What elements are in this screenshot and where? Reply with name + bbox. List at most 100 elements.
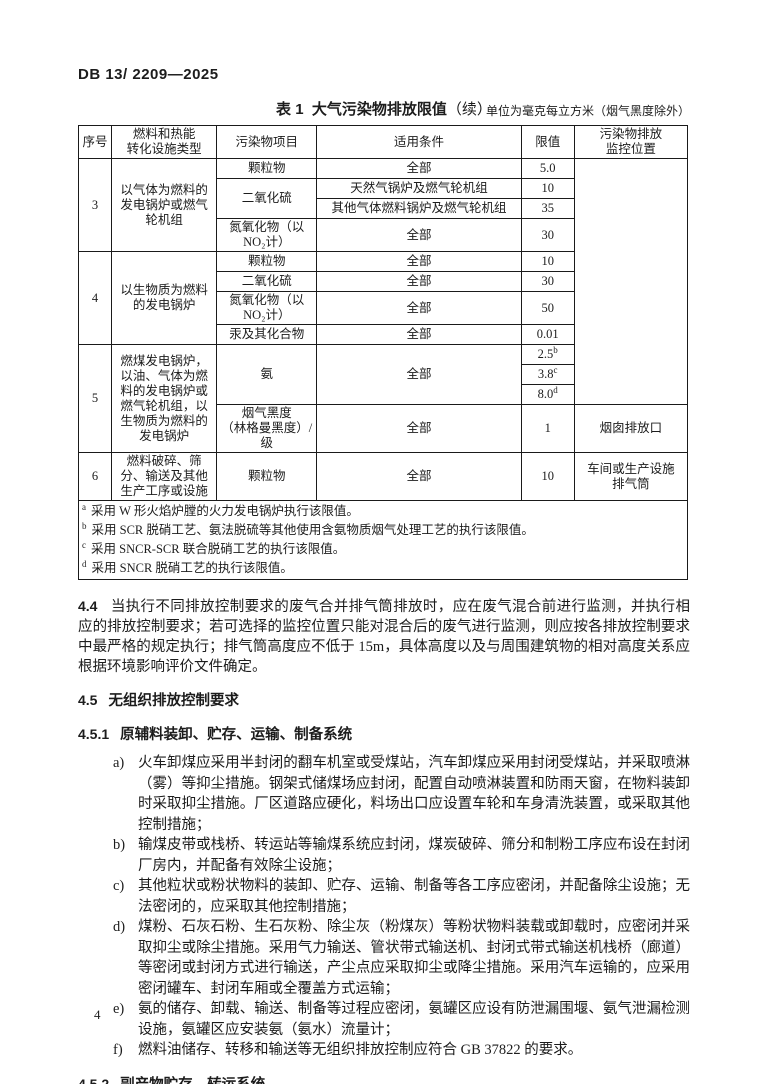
cell-limit: 10: [520, 178, 575, 199]
cell-monitor-merged: [573, 158, 689, 405]
page-content: DB 13/ 2209—2025 表 1 大气污染物排放限值（续） 单位为毫克每…: [77, 0, 690, 1084]
list-marker: e): [113, 1001, 125, 1017]
table-row: 其他气体燃料锅炉及燃气轮机组 35: [79, 198, 688, 219]
list-item-b: b) 输煤皮带或栈桥、转运站等输煤系统应封闭，煤炭破碎、筛分和制粉工序应布设在封…: [78, 835, 690, 876]
col-facility: 燃料和热能 转化设施类型: [111, 125, 218, 159]
cell-condition: 天然气锅炉及燃气轮机组: [316, 178, 522, 199]
table-unit-note: 单位为毫克每立方米（烟气黑度除外）: [485, 104, 690, 118]
table-footnotes: a 采用 W 形火焰炉膛的火力发电锅炉执行该限值。 b 采用 SCR 脱硝工艺、氨法…: [78, 500, 688, 580]
cell-condition: 全部: [316, 344, 522, 405]
section-heading-4-5-1: 4.5.1 原辅料装卸、贮存、运输、制备系统: [78, 724, 690, 745]
cell-limit: 10: [520, 452, 575, 501]
table-row: 6 燃料破碎、筛分、输送及其他生产工序或设施 颗粒物 全部 10 车间或生产设施…: [77, 452, 689, 501]
table-row: 5 燃煤发电锅炉，以油、气体为燃料的发电锅炉或燃气轮机组，以生物质为燃料的发电锅…: [77, 344, 688, 453]
footnote-ref: d: [553, 384, 558, 395]
list-marker: c): [113, 878, 125, 894]
cell-pollutant: 氮氧化物（以 NO₂计）: [216, 291, 318, 325]
list-marker: b): [113, 837, 126, 853]
col-limit: 限值: [520, 125, 575, 159]
cell-limit: 8.0d: [520, 384, 575, 405]
col-condition: 适用条件: [316, 125, 522, 159]
table-title-label: 表 1: [276, 101, 304, 118]
table-row: 氮氧化物（以 NO₂计） 全部 30: [79, 218, 688, 252]
doc-number: DB 13/ 2209—2025: [78, 66, 219, 83]
footnote-marker: a: [82, 501, 86, 512]
table-row: 3 以气体为燃料的发电锅炉或燃气轮机组 颗粒物 全部 5.0: [77, 158, 689, 405]
cell-facility-6: 燃料破碎、筛分、输送及其他生产工序或设施: [111, 452, 218, 501]
cell-limit: 30: [520, 218, 575, 252]
footnote-ref: b: [553, 344, 558, 355]
list-text: 煤粉、石灰石粉、生石灰粉、除尘灰（粉煤灰）等粉状物料装载或卸载时，应密闭并采取抑…: [138, 919, 690, 997]
cell-facility-4: 以生物质为燃料的发电锅炉: [111, 251, 218, 345]
clause-4-4: 4.4 当执行不同排放控制要求的废气合并排气筒排放时，应在废气混合前进行监测，并执…: [78, 596, 690, 677]
clause-number: 4.5.1: [78, 726, 110, 742]
table-footnotes-row: a 采用 W 形火焰炉膛的火力发电锅炉执行该限值。 b 采用 SCR 脱硝工艺、氨法…: [78, 500, 688, 580]
col-pollutant: 污染物项目: [216, 125, 318, 159]
list-item-e: e) 氨的储存、卸载、输送、制备等过程应密闭，氨罐区应设有防泄漏围堰、氨气泄漏检…: [78, 999, 690, 1040]
list-marker: f): [113, 1042, 123, 1058]
clause-4-5-1-list: a) 火车卸煤应采用半封闭的翻车机室或受煤站，汽车卸煤应采用封闭受煤站，并采取喷…: [78, 753, 690, 1061]
page-number: 4: [94, 1007, 101, 1022]
clause-number: 4.5.2: [78, 1075, 110, 1084]
cell-monitor: 车间或生产设施 排气筒: [573, 452, 689, 501]
table-title-text: 大气污染物排放限值: [311, 101, 447, 118]
cell-condition: 全部: [316, 158, 522, 179]
footnote-c: c 采用 SNCR-SCR 联合脱硝工艺的执行该限值。: [82, 539, 346, 556]
emission-limits-table: 序号 燃料和热能 转化设施类型 污染物项目 适用条件 限值 污染物排放 监控位置…: [77, 125, 689, 580]
cell-pollutant: 颗粒物: [216, 452, 318, 501]
cell-limit: 35: [520, 198, 575, 219]
footnote-ref: c: [553, 364, 558, 375]
col-seq: 序号: [77, 125, 113, 159]
cell-monitor: 烟囱排放口: [573, 404, 689, 453]
cell-pollutant: 氨: [216, 344, 318, 405]
cell-limit: 5.0: [520, 158, 575, 179]
table-title-row: 表 1 大气污染物排放限值（续） 单位为毫克每立方米（烟气黑度除外）: [78, 98, 690, 118]
cell-limit: 1: [520, 404, 575, 453]
cell-condition: 全部: [316, 452, 522, 501]
clause-number: 4.5: [78, 692, 98, 708]
list-text: 输煤皮带或栈桥、转运站等输煤系统应封闭，煤炭破碎、筛分和制粉工序应布设在封闭厂房…: [138, 837, 690, 874]
section-title: 无组织排放控制要求: [108, 693, 239, 709]
cell-limit: 2.5b: [520, 344, 575, 365]
cell-pollutant: 烟气黑度 （林格曼黑度）/级: [216, 404, 318, 453]
cell-condition: 全部: [316, 251, 522, 272]
cell-condition: 全部: [316, 271, 522, 292]
table-row: 烟气黑度 （林格曼黑度）/级 全部 1 烟囱排放口: [79, 404, 689, 453]
cell-pollutant: 二氧化硫: [216, 178, 318, 219]
cell-limit: 0.01: [520, 324, 575, 345]
clause-number: 4.4: [78, 598, 98, 614]
cell-limit: 10: [520, 251, 575, 272]
cell-facility-3: 以气体为燃料的发电锅炉或燃气轮机组: [111, 158, 218, 252]
footnote-d: d 采用 SNCR 脱硝工艺的执行该限值。: [82, 558, 293, 575]
list-item-c: c) 其他粒状或粉状物料的装卸、贮存、运输、制备等各工序应密闭，并配备除尘设施；…: [78, 876, 690, 917]
col-monitor: 污染物排放 监控位置: [573, 125, 689, 159]
list-marker: d): [113, 919, 126, 935]
clause-text: 当执行不同排放控制要求的废气合并排气筒排放时，应在废气混合前进行监测，并执行相应…: [78, 599, 690, 675]
cell-condition: 全部: [316, 218, 522, 252]
cell-condition: 全部: [316, 404, 522, 453]
footnote-a: a 采用 W 形火焰炉膛的火力发电锅炉执行该限值。: [82, 501, 359, 518]
footnote-marker: b: [82, 520, 87, 531]
cell-seq-5: 5: [77, 344, 113, 453]
cell-limit: 50: [520, 291, 575, 325]
footnote-marker: c: [82, 539, 86, 550]
section-title: 原辅料装卸、贮存、运输、制备系统: [120, 727, 353, 743]
footnote-marker: d: [82, 558, 87, 569]
table-row: 二氧化硫 天然气锅炉及燃气轮机组 10: [79, 178, 688, 219]
list-marker: a): [113, 755, 125, 771]
cell-pollutant: 氮氧化物（以 NO₂计）: [216, 218, 318, 252]
cell-condition: 全部: [316, 291, 522, 325]
list-item-a: a) 火车卸煤应采用半封闭的翻车机室或受煤站，汽车卸煤应采用封闭受煤站，并采取喷…: [78, 753, 690, 835]
cell-seq-6: 6: [77, 452, 113, 501]
cell-facility-5: 燃煤发电锅炉，以油、气体为燃料的发电锅炉或燃气轮机组，以生物质为燃料的发电锅炉: [111, 344, 218, 453]
cell-limit: 3.8c: [520, 364, 575, 385]
list-text: 氨的储存、卸载、输送、制备等过程应密闭，氨罐区应设有防泄漏围堰、氨气泄漏检测设施…: [138, 1001, 690, 1038]
table-row: 二氧化硫 全部 30: [79, 271, 688, 292]
table-title: 表 1 大气污染物排放限值（续）: [78, 98, 690, 119]
list-item-f: f) 燃料油储存、转移和输送等无组织排放控制应符合 GB 37822 的要求。: [78, 1040, 690, 1061]
table-title-continued: （续）: [446, 102, 492, 118]
cell-condition: 全部: [316, 324, 522, 345]
list-item-d: d) 煤粉、石灰石粉、生石灰粉、除尘灰（粉煤灰）等粉状物料装载或卸载时，应密闭并…: [78, 917, 690, 999]
table-row: 4 以生物质为燃料的发电锅炉 颗粒物 全部 10: [77, 251, 688, 345]
table-row: 氮氧化物（以 NO₂计） 全部 50: [79, 291, 688, 325]
